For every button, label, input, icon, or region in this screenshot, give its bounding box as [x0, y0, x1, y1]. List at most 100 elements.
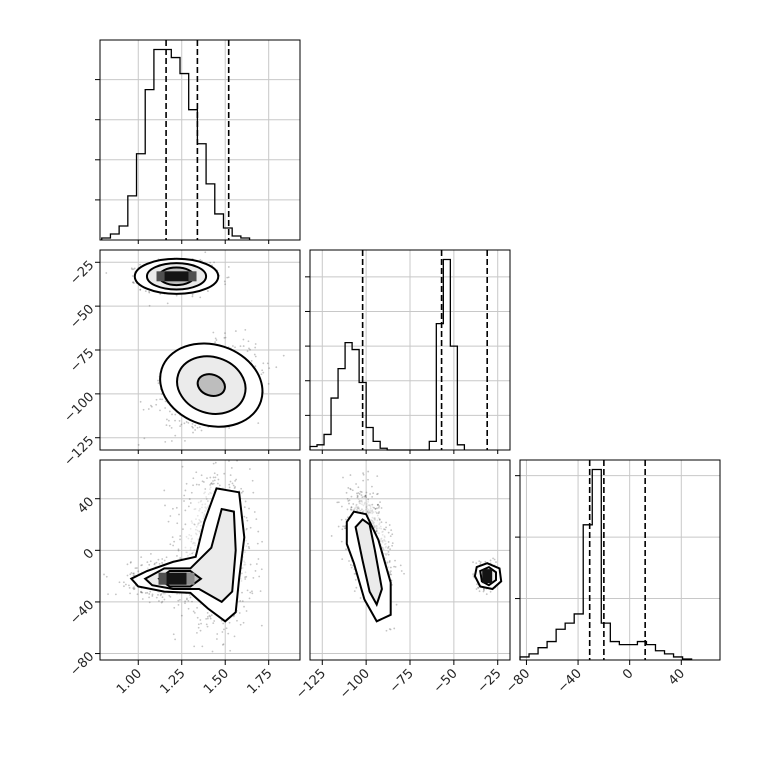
scatter-point — [209, 617, 212, 620]
scatter-point — [482, 587, 485, 590]
scatter-point — [356, 495, 359, 498]
scatter-point — [359, 597, 362, 599]
scatter-point — [374, 526, 377, 529]
scatter-point — [163, 489, 166, 492]
scatter-point — [345, 548, 347, 551]
scatter-point — [196, 631, 198, 634]
scatter-point — [234, 486, 236, 488]
scatter-point — [207, 493, 210, 496]
panel-0-density-core — [164, 271, 189, 282]
scatter-point — [386, 561, 389, 563]
scatter-point — [240, 572, 243, 575]
scatter-point — [357, 492, 360, 494]
scatter-point — [356, 509, 358, 512]
scatter-point — [187, 600, 190, 602]
scatter-point — [340, 540, 343, 543]
scatter-point — [238, 612, 241, 614]
scatter-point — [360, 500, 363, 502]
hist-1-steps — [309, 258, 466, 451]
scatter-point — [393, 565, 396, 568]
scatter-point — [182, 528, 184, 531]
scatter-point — [364, 494, 367, 497]
scatter-point — [358, 500, 360, 503]
scatter-point — [357, 498, 360, 501]
scatter-point — [141, 598, 144, 600]
scatter-point — [205, 496, 208, 498]
scatter-point — [123, 585, 125, 588]
scatter-point — [204, 491, 206, 494]
scatter-point — [375, 524, 378, 527]
scatter-point — [234, 480, 237, 482]
panel-1-density-mid-r — [186, 572, 195, 585]
scatter-point — [221, 643, 224, 646]
scatter-point — [188, 533, 191, 536]
scatter-point — [203, 513, 206, 516]
scatter-point — [196, 426, 199, 429]
scatter-point — [231, 662, 233, 664]
scatter-point — [347, 500, 350, 502]
scatter-point — [239, 600, 242, 602]
scatter-point — [388, 524, 391, 526]
scatter-point — [391, 533, 394, 536]
scatter-point — [212, 331, 215, 334]
scatter-point — [361, 508, 363, 511]
scatter-point — [345, 491, 348, 494]
panel-1-contour-inner — [157, 570, 203, 588]
scatter-point — [196, 616, 199, 619]
scatter-point — [485, 593, 488, 596]
scatter-point — [373, 521, 376, 524]
scatter-point — [180, 614, 183, 617]
scatter-point — [384, 557, 387, 560]
scatter-point — [239, 577, 242, 580]
scatter-point — [344, 527, 347, 530]
scatter-point — [114, 593, 117, 596]
scatter-point — [132, 281, 135, 284]
scatter-point — [349, 487, 352, 490]
scatter-point — [357, 507, 359, 510]
scatter-panel-1-2 — [309, 459, 511, 661]
scatter-point — [359, 510, 362, 512]
scatter-point — [225, 627, 228, 630]
scatter-point — [192, 541, 195, 544]
scatter-point — [358, 493, 361, 495]
scatter-point — [206, 500, 209, 502]
scatter-point — [367, 514, 370, 517]
scatter-point — [249, 526, 252, 529]
scatter-point — [388, 628, 391, 630]
scatter-point — [210, 482, 213, 484]
scatter-point — [132, 572, 135, 575]
scatter-point — [172, 544, 175, 547]
scatter-point — [132, 268, 135, 271]
scatter-point — [187, 607, 190, 610]
scatter-point — [192, 431, 194, 434]
scatter-point — [157, 593, 159, 596]
scatter-point — [385, 526, 387, 529]
scatter-point — [132, 588, 135, 591]
scatter-point — [350, 506, 353, 509]
scatter-point — [148, 291, 151, 294]
scatter-point — [198, 530, 201, 533]
scatter-point — [245, 527, 248, 530]
scatter-point — [200, 441, 202, 443]
scatter-point — [170, 426, 173, 429]
scatter-point — [349, 474, 352, 476]
scatter-point — [243, 561, 246, 564]
scatter-point — [166, 418, 168, 421]
scatter-point — [131, 275, 134, 277]
scatter-point — [200, 622, 202, 625]
scatter-point — [201, 506, 203, 509]
scatter-point — [236, 619, 238, 622]
scatter-point — [374, 507, 377, 510]
scatter-point — [389, 573, 392, 576]
scatter-point — [205, 623, 208, 626]
scatter-point — [246, 589, 249, 592]
scatter-point — [128, 586, 131, 589]
scatter-point — [201, 645, 204, 648]
scatter-point — [353, 572, 356, 575]
scatter-point — [190, 538, 193, 541]
scatter-point — [165, 556, 168, 559]
scatter-point — [169, 595, 172, 598]
scatter-point — [175, 506, 178, 509]
scatter-point — [349, 564, 352, 566]
scatter-point — [228, 621, 231, 624]
